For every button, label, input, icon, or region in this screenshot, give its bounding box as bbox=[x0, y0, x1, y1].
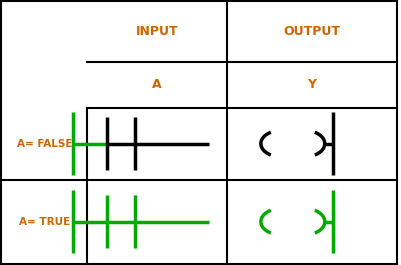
Text: INPUT: INPUT bbox=[136, 25, 178, 38]
Text: A= TRUE: A= TRUE bbox=[18, 217, 70, 227]
Text: A: A bbox=[152, 78, 162, 91]
Text: Y: Y bbox=[306, 78, 316, 91]
Text: A= FALSE: A= FALSE bbox=[16, 139, 72, 149]
Text: OUTPUT: OUTPUT bbox=[283, 25, 339, 38]
